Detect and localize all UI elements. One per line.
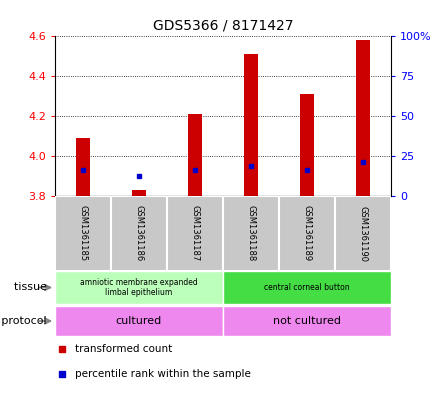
Text: cultured: cultured bbox=[116, 316, 162, 326]
Text: central corneal button: central corneal button bbox=[264, 283, 349, 292]
Bar bbox=[55, 306, 222, 336]
Text: transformed count: transformed count bbox=[75, 344, 172, 354]
Text: GSM1361189: GSM1361189 bbox=[302, 206, 311, 262]
Text: GSM1361186: GSM1361186 bbox=[134, 206, 143, 262]
Bar bbox=[76, 138, 90, 196]
Bar bbox=[299, 94, 313, 196]
Text: percentile rank within the sample: percentile rank within the sample bbox=[75, 369, 250, 379]
Bar bbox=[111, 196, 166, 271]
Bar bbox=[222, 306, 390, 336]
Bar bbox=[222, 271, 390, 304]
Bar bbox=[243, 54, 258, 196]
Bar bbox=[355, 40, 369, 196]
Text: GSM1361190: GSM1361190 bbox=[358, 206, 367, 261]
Bar bbox=[187, 114, 202, 196]
Text: amniotic membrane expanded
limbal epithelium: amniotic membrane expanded limbal epithe… bbox=[80, 278, 197, 297]
Text: GSM1361187: GSM1361187 bbox=[190, 206, 199, 262]
Text: GSM1361185: GSM1361185 bbox=[78, 206, 87, 262]
Title: GDS5366 / 8171427: GDS5366 / 8171427 bbox=[152, 18, 292, 32]
Bar bbox=[55, 271, 222, 304]
Bar bbox=[334, 196, 390, 271]
Text: not cultured: not cultured bbox=[272, 316, 340, 326]
Text: GSM1361188: GSM1361188 bbox=[246, 206, 255, 262]
Text: tissue: tissue bbox=[13, 283, 50, 292]
Bar bbox=[166, 196, 222, 271]
Bar bbox=[55, 196, 111, 271]
Bar bbox=[222, 196, 278, 271]
Bar bbox=[132, 190, 146, 196]
Bar bbox=[278, 196, 334, 271]
Text: growth protocol: growth protocol bbox=[0, 316, 50, 326]
